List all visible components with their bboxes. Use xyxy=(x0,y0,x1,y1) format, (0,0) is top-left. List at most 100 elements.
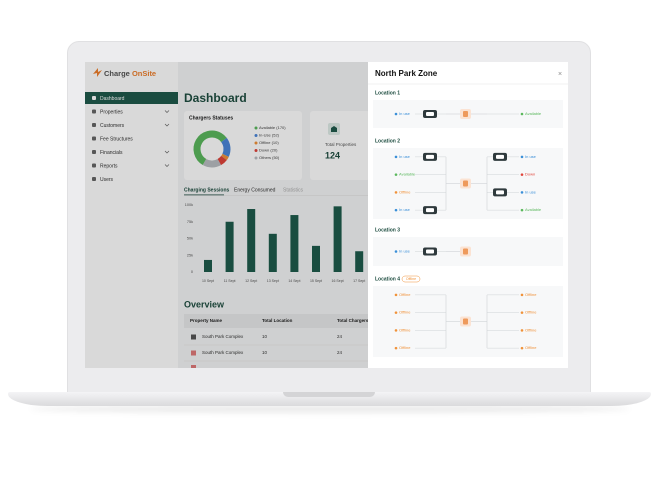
table-cell: 10 xyxy=(262,334,268,339)
bar xyxy=(312,245,320,272)
laptop-shadow xyxy=(30,405,630,413)
status-dot xyxy=(394,250,398,253)
station-icon xyxy=(463,111,468,117)
legend-dot xyxy=(254,134,258,137)
nav-item[interactable]: Users xyxy=(100,177,114,183)
status-dot xyxy=(394,293,398,297)
bar xyxy=(290,215,299,272)
nav-item[interactable]: Reports xyxy=(100,163,118,169)
status-dot xyxy=(520,173,524,176)
station-icon xyxy=(463,180,468,187)
status-label: In use xyxy=(399,111,411,116)
status-label: Offline xyxy=(525,310,537,315)
status-dot xyxy=(520,191,524,194)
table-header-cell: Total Chargers xyxy=(337,318,369,323)
section-title: Overview xyxy=(184,299,225,309)
logo-part: OnSite xyxy=(132,69,156,78)
x-tick-label: 12 Sept xyxy=(245,279,257,283)
table-header-cell: Property Name xyxy=(190,318,223,323)
row-icon xyxy=(191,350,196,356)
table-cell: 24 xyxy=(337,350,343,355)
bar xyxy=(204,259,212,272)
status-dot xyxy=(520,329,524,332)
total-value: 124 xyxy=(325,150,340,160)
status-dot xyxy=(394,155,398,159)
nav-icon xyxy=(92,96,96,100)
status-label: In use xyxy=(399,207,411,212)
status-label: Offline xyxy=(525,292,537,297)
laptop-notch xyxy=(283,392,375,397)
status-dot xyxy=(520,112,524,116)
modal-overlay xyxy=(85,62,368,368)
screen: Charge OnSite Dashboard Properties Customer… xyxy=(85,62,568,368)
table-cell: South Park Complex xyxy=(202,350,244,355)
status-label: Available xyxy=(525,111,542,116)
tab[interactable]: Energy Consumed xyxy=(234,187,276,193)
status-label: Offline xyxy=(399,292,411,297)
legend-dot xyxy=(254,149,258,152)
row-stub xyxy=(191,365,196,368)
row-icon xyxy=(191,334,196,340)
charger-screen xyxy=(426,112,434,116)
nav-item[interactable]: Properties xyxy=(100,109,123,115)
legend-dot xyxy=(254,156,258,160)
charger-screen xyxy=(426,249,434,254)
page-title: Dashboard xyxy=(184,91,247,105)
close-button[interactable]: × xyxy=(558,71,562,78)
charger-screen xyxy=(496,190,504,195)
nav-icon xyxy=(92,136,96,141)
status-label: In use xyxy=(525,189,537,194)
nav-item[interactable]: Fee Structures xyxy=(100,136,133,142)
table-header xyxy=(184,314,368,328)
y-tick-label: 0 xyxy=(191,270,193,274)
station-icon xyxy=(463,248,468,255)
bar xyxy=(268,233,277,272)
status-dot xyxy=(394,112,398,116)
location-label: Location 2 xyxy=(375,138,400,144)
x-tick-label: 11 Sept xyxy=(224,279,236,283)
status-label: Offline xyxy=(525,345,537,350)
status-dot xyxy=(520,346,524,350)
status-label: Available xyxy=(525,207,542,212)
donut-segment xyxy=(193,130,231,168)
bar xyxy=(225,221,234,272)
x-tick-label: 14 Sept xyxy=(288,279,300,283)
tab[interactable]: Statistics xyxy=(283,187,304,193)
legend-label: In-Use (52) xyxy=(259,133,280,138)
tab[interactable]: Charging Sessions xyxy=(184,187,230,193)
nav-icon xyxy=(92,177,96,181)
status-badge-text: Offline xyxy=(406,277,416,281)
table-cell: 24 xyxy=(337,334,343,339)
nav-item[interactable]: Dashboard xyxy=(100,96,125,102)
y-tick-label: 75k xyxy=(187,220,193,224)
logo-icon xyxy=(93,68,102,77)
x-tick-label: 16 Sept xyxy=(332,279,344,283)
sidebar xyxy=(85,62,178,368)
nav-item[interactable]: Customers xyxy=(100,123,125,129)
status-label: In use xyxy=(525,154,537,159)
status-label: Offline xyxy=(399,327,411,332)
status-badge xyxy=(401,275,421,283)
bar xyxy=(333,206,342,272)
y-tick-label: 100k xyxy=(185,203,193,207)
bar xyxy=(355,251,364,272)
status-dot xyxy=(520,311,524,314)
panel-title: North Park Zone xyxy=(375,69,438,78)
y-tick-label: 25k xyxy=(187,253,193,257)
logo-part: Charge xyxy=(104,69,132,78)
status-label: In use xyxy=(399,249,411,254)
legend-label: Available (170) xyxy=(259,125,286,130)
status-label: Offline xyxy=(399,189,411,194)
table-header-cell: Total Location xyxy=(262,318,293,323)
bar xyxy=(247,209,256,272)
legend-label: Down (20) xyxy=(259,148,278,153)
nav-item[interactable]: Financials xyxy=(100,150,123,156)
status-dot xyxy=(394,173,398,176)
nav-chevron xyxy=(164,123,170,127)
status-label: Offline xyxy=(525,327,537,332)
nav-icon xyxy=(92,150,96,154)
status-dot xyxy=(520,293,524,297)
status-dot xyxy=(520,155,524,159)
legend-dot xyxy=(254,126,258,130)
